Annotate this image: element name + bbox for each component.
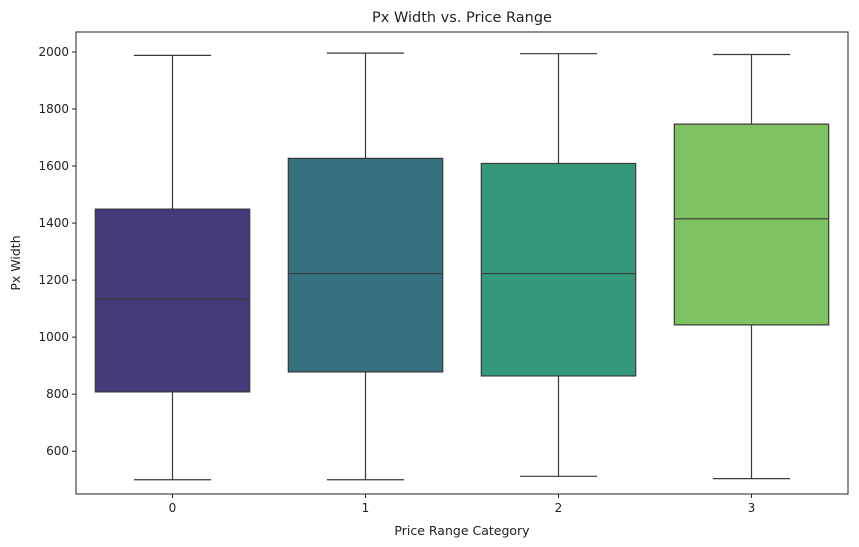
box-group-1	[287, 52, 444, 481]
y-tick-label: 1400	[38, 216, 69, 230]
box-group-2	[480, 53, 637, 477]
y-tick-label: 1200	[38, 273, 69, 287]
y-tick-label: 1800	[38, 102, 69, 116]
y-tick-label: 2000	[38, 45, 69, 59]
box-group-3	[673, 53, 830, 480]
y-tick-label: 600	[46, 444, 69, 458]
plot-frame	[75, 31, 849, 495]
y-axis-label: Px Width	[8, 235, 23, 290]
x-tick-label: 2	[555, 501, 563, 515]
x-axis-label: Price Range Category	[394, 523, 530, 538]
plot-area	[75, 31, 849, 495]
y-tick-label: 800	[46, 387, 69, 401]
y-tick-label: 1600	[38, 159, 69, 173]
x-axis: 0 1 2 3	[169, 494, 756, 515]
y-axis: 600 800 1000 1200 1400 1600 1800 2000	[38, 45, 76, 458]
box-iqr	[673, 123, 830, 326]
y-tick-label: 1000	[38, 330, 69, 344]
boxes	[94, 52, 830, 481]
box-iqr	[480, 162, 637, 377]
box-iqr	[287, 157, 444, 373]
x-tick-label: 3	[748, 501, 756, 515]
x-tick-label: 1	[362, 501, 370, 515]
box-group-0	[94, 54, 251, 481]
chart-title: Px Width vs. Price Range	[372, 10, 552, 26]
box-iqr	[94, 208, 251, 393]
x-tick-label: 0	[169, 501, 177, 515]
